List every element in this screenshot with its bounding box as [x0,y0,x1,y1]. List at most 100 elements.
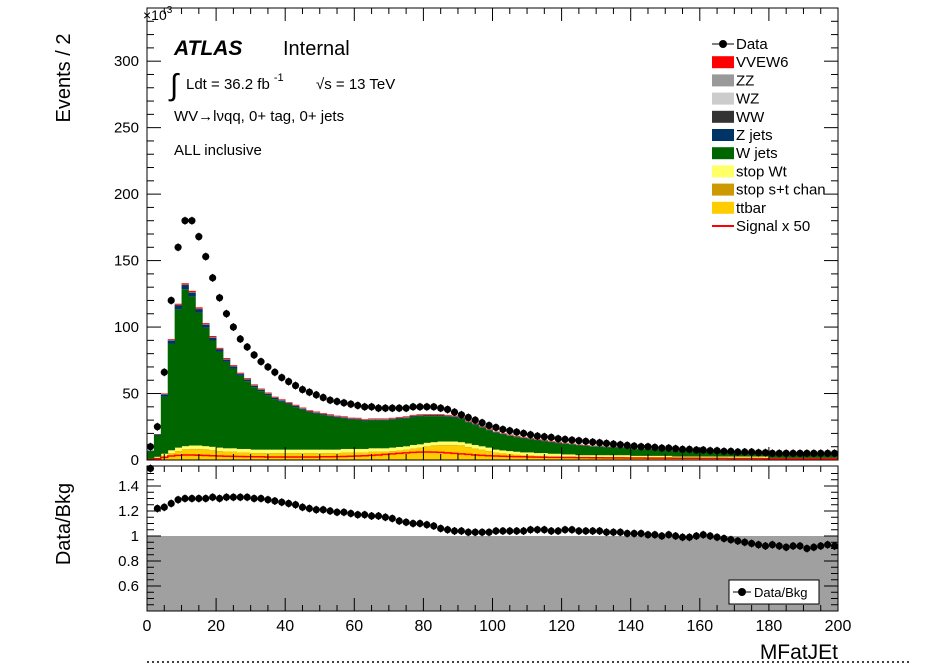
stack-bin [167,343,176,451]
ratio-y-tick-label: 0.8 [118,553,139,570]
data-point [160,368,168,376]
stack-bin [250,384,258,386]
lower-pad: 0.6 0.8 1 1.2 1.4 0 20 40 60 80 100 120 140 160 180 200… [53,464,912,664]
stack-bin [630,455,639,458]
data-point [229,323,237,331]
stack-bin [381,448,390,452]
data-point [540,433,548,441]
stack-bin [312,412,321,414]
data-point [326,396,334,404]
data-point [298,385,307,394]
x-axis-label: MFatJEt [760,641,838,664]
stack-bin [568,456,576,460]
ratio-point [188,494,196,503]
stack-bin [561,443,569,455]
ratio-point [810,543,818,551]
stack-bin [278,401,286,450]
stack-bin [181,285,189,290]
data-point [381,404,389,412]
stack-bin [741,456,749,458]
stack-bin [354,417,362,419]
stack-bin [292,449,300,453]
stack-bin [451,417,459,442]
stack-bin [727,456,735,458]
stack-bin [451,444,459,446]
stack-bin [603,447,611,456]
stack-bin [692,456,701,458]
data-point [209,274,217,282]
ratio-point [754,541,763,549]
stack-bin [444,415,452,417]
stack-bin [444,414,452,416]
data-point [485,421,493,430]
stack-bin [195,445,203,449]
x-tick-label: 140 [617,618,644,635]
ratio-point [174,496,182,504]
stack-bin [520,455,528,460]
stack-bin [257,391,265,450]
ratio-point [381,513,389,521]
data-point [803,449,811,457]
data-point [789,449,797,457]
data-point [450,408,459,416]
stack-bin [285,449,293,453]
stack-bin [160,394,169,397]
status-label: Internal [283,38,350,60]
ratio-point [520,527,528,535]
stack-bin [492,449,500,453]
stack-bin [250,449,258,453]
ratio-point [167,499,175,508]
ratio-point [727,536,735,544]
data-point [250,351,258,359]
data-point [602,439,611,447]
stack-bin [533,456,542,460]
data-point [727,447,735,455]
stack-bin [202,323,210,325]
stack-bin [416,444,424,448]
data-point [305,388,313,396]
data-point [672,445,680,453]
legend-swatch [712,110,734,123]
stack-bin [229,448,238,452]
stack-bin [347,419,355,449]
legend-marker [719,40,727,48]
stack-bin [188,290,196,293]
ratio-point [443,526,452,534]
stack-bin [167,340,176,344]
data-point [824,449,832,457]
stack-bin [547,441,556,442]
data-point [678,445,687,453]
ratio-point [623,529,631,538]
stack-bin [582,445,590,456]
stack-bin [388,447,397,451]
data-point [361,403,369,411]
stack-bin [658,449,666,456]
data-point [554,435,562,443]
ratio-point [181,494,189,503]
data-point [513,428,521,436]
stack-bin [326,414,334,415]
lumi-label: Ldt = 36.2 fb -1 [186,72,284,93]
ratio-point [492,527,500,535]
ratio-point [506,527,514,535]
stack-bin [402,446,410,450]
stack-bin [340,448,348,453]
stack-bin [326,449,334,453]
stack-bin [305,412,314,450]
lower-axis-ticks: 0.6 0.8 1 1.2 1.4 0 20 40 60 80 100 120 140 160 180 200 [118,466,851,635]
stack-bin [181,446,189,450]
legend-swatch [712,183,734,196]
stack-bin [181,289,189,447]
stack-bin [209,446,217,451]
stack-bin [174,309,182,448]
stack-bin [485,447,493,451]
legend-label: WW [736,109,765,126]
stack-bin [257,449,265,453]
stack-bin [402,417,410,418]
stack-bin [381,420,390,449]
data-point [291,381,300,390]
ratio-point [672,532,680,540]
stack-bin [388,451,397,460]
stack-bin [236,374,245,376]
